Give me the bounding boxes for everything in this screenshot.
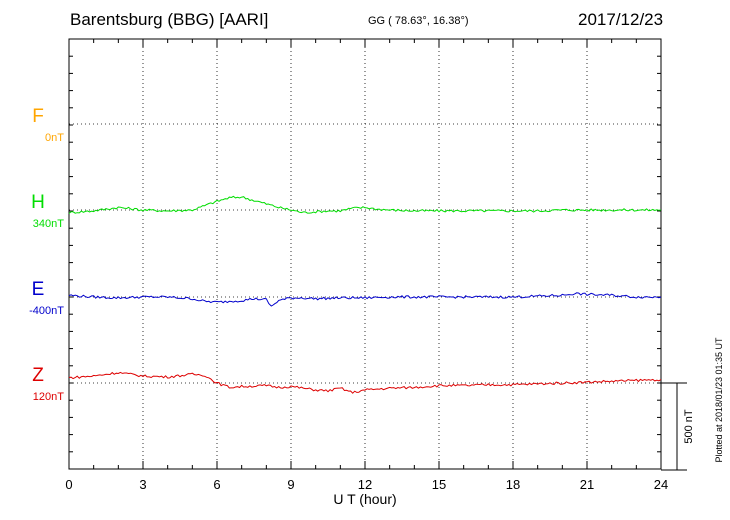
coordinates-label: GG ( 78.63°, 16.38°) <box>368 15 469 27</box>
series-line-z <box>68 371 662 394</box>
series-line-h <box>68 195 662 214</box>
x-tick-label: 15 <box>432 477 446 492</box>
channel-name-f: F <box>32 106 44 127</box>
channel-name-h: H <box>31 192 45 213</box>
x-tick-label: 24 <box>654 477 668 492</box>
x-tick-label: 21 <box>580 477 594 492</box>
x-tick-label: 6 <box>213 477 220 492</box>
x-tick-label: 9 <box>287 477 294 492</box>
x-tick-label: 18 <box>506 477 520 492</box>
x-tick-label: 12 <box>358 477 372 492</box>
scale-bar-label: 500 nT <box>683 409 695 444</box>
channel-name-z: Z <box>32 365 44 386</box>
channel-baseline-e: -400nT <box>29 305 64 317</box>
channel-baseline-f: 0nT <box>45 132 64 144</box>
x-axis-label: U T (hour) <box>333 491 396 507</box>
plotted-at-label: Plotted at 2018/01/23 01:35 UT <box>714 337 724 463</box>
chart-title: Barentsburg (BBG) [AARI] <box>70 10 269 29</box>
series-line-e <box>68 292 662 307</box>
date-label: 2017/12/23 <box>578 10 664 29</box>
channel-name-e: E <box>32 279 45 300</box>
x-tick-label: 3 <box>139 477 146 492</box>
channel-baseline-z: 120nT <box>33 391 64 403</box>
x-tick-label: 0 <box>65 477 72 492</box>
channel-baseline-h: 340nT <box>33 218 64 230</box>
